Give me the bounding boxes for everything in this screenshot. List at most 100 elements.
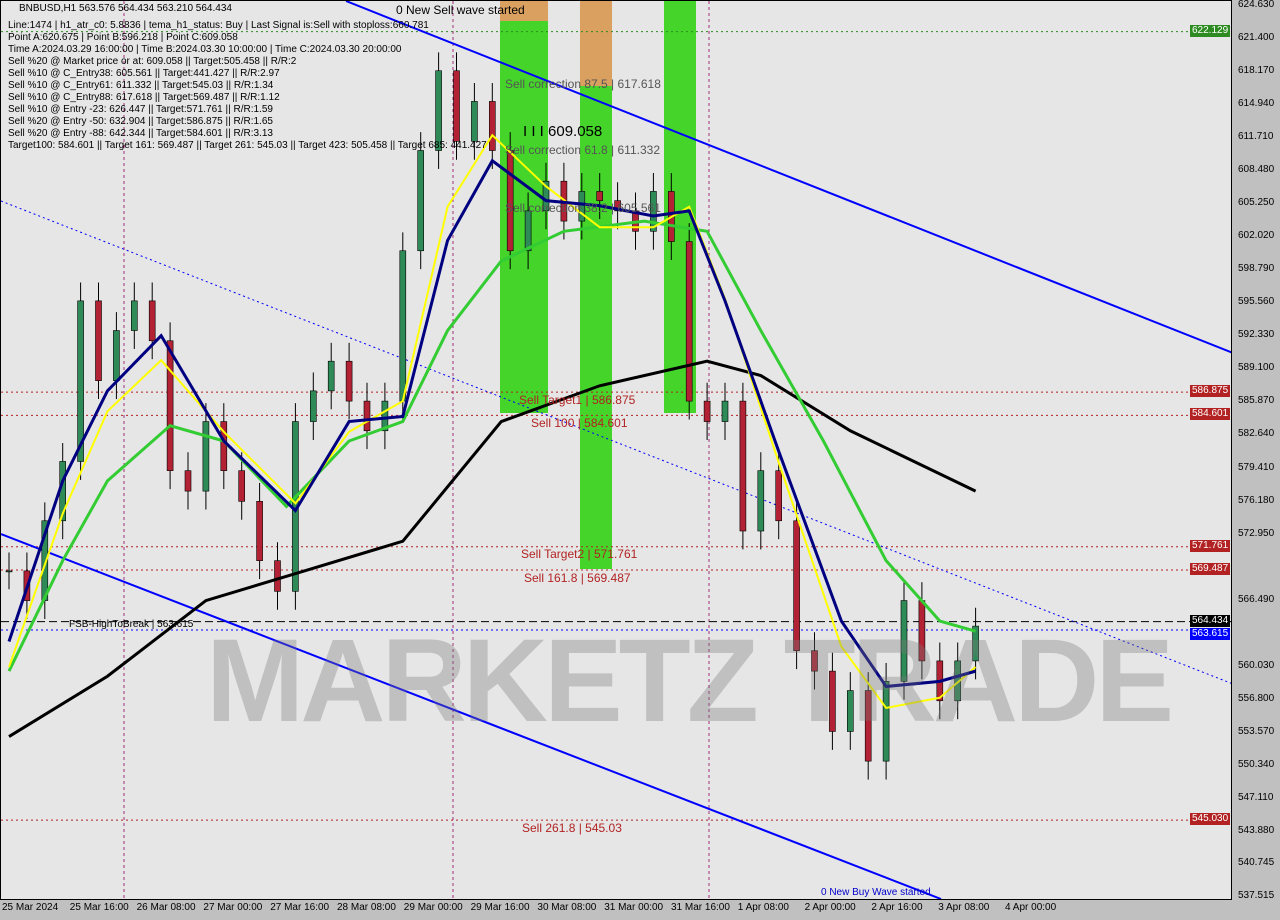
- candle: [238, 470, 245, 502]
- candle: [113, 330, 120, 381]
- y-tick-label: 582.640: [1238, 428, 1275, 440]
- correction-875-label: Sell correction 87.5 | 617.618: [505, 77, 661, 91]
- candle: [829, 670, 836, 732]
- candle: [363, 400, 371, 432]
- info-line: Line:1474 | h1_atr_c0: 5.8836 | tema_h1_…: [8, 20, 429, 31]
- info-line: Sell %10 @ C_Entry38: 605.561 || Target:…: [8, 68, 280, 79]
- candle: [399, 250, 407, 402]
- y-tick-label: 595.560: [1238, 296, 1275, 308]
- candle: [488, 101, 496, 151]
- x-tick-label: 4 Apr 00:00: [1005, 902, 1057, 913]
- candle: [381, 400, 389, 432]
- info-line: Sell %20 @ Entry -50: 632.904 || Target:…: [8, 116, 273, 127]
- price-level-tag: 622.129: [1190, 24, 1230, 37]
- y-tick-label: 547.110: [1238, 791, 1274, 803]
- y-tick-label: 576.180: [1238, 494, 1275, 506]
- upper-trendline: [345, 1, 1231, 354]
- price-level-tag: 564.434: [1190, 614, 1230, 627]
- chart-plot-area[interactable]: MARKETZ TRADE BNBUSD,H1 563.576 564.434 …: [0, 0, 1232, 900]
- candle: [327, 360, 335, 392]
- new-buy-wave-label: 0 New Buy Wave started: [821, 887, 931, 898]
- y-tick-label: 566.490: [1238, 593, 1275, 605]
- candle: [811, 650, 818, 672]
- sell-target2-label: Sell Target2 | 571.761: [521, 547, 638, 561]
- y-tick-label: 592.330: [1238, 329, 1275, 341]
- x-tick-label: 31 Mar 00:00: [604, 902, 664, 913]
- y-tick-label: 553.570: [1238, 725, 1275, 737]
- x-tick-label: 2 Apr 00:00: [804, 902, 856, 913]
- x-tick-label: 2 Apr 16:00: [871, 902, 923, 913]
- x-tick-label: 29 Mar 00:00: [403, 902, 463, 913]
- candle: [77, 300, 84, 462]
- x-tick-label: 27 Mar 00:00: [203, 902, 263, 913]
- candle: [166, 340, 174, 471]
- candle: [739, 400, 747, 532]
- candle: [345, 360, 353, 402]
- x-tick-label: 25 Mar 16:00: [69, 902, 129, 913]
- candle: [578, 191, 586, 222]
- y-tick-label: 585.870: [1238, 395, 1275, 407]
- y-tick-label: 556.800: [1238, 692, 1275, 704]
- y-tick-label: 589.100: [1238, 362, 1275, 374]
- symbol-ohlc: BNBUSD,H1 563.576 564.434 563.210 564.43…: [19, 3, 232, 14]
- y-tick-label: 537.515: [1238, 890, 1275, 901]
- x-tick-label: 25 Mar 2024: [2, 902, 59, 913]
- info-line: Point A:620.675 | Point B:596.218 | Poin…: [8, 32, 238, 43]
- price-chart: [1, 1, 1231, 899]
- candle: [775, 470, 783, 522]
- y-tick-label: 550.340: [1238, 758, 1275, 770]
- x-tick-label: 31 Mar 16:00: [671, 902, 730, 913]
- signal-band-top: [580, 1, 612, 86]
- info-line: Sell %10 @ Entry -23: 626.447 || Target:…: [8, 104, 273, 115]
- candle: [471, 101, 478, 142]
- candle: [435, 70, 442, 151]
- y-tick-label: 602.020: [1238, 230, 1275, 242]
- y-tick-label: 560.030: [1238, 659, 1275, 671]
- price-level-tag: 584.601: [1190, 408, 1230, 421]
- ma-yellow-line: [8, 133, 977, 710]
- candle: [256, 501, 263, 561]
- x-tick-label: 26 Mar 08:00: [136, 902, 196, 913]
- candle: [148, 300, 156, 342]
- y-tick-label: 598.790: [1238, 263, 1275, 275]
- info-line: Sell %20 @ Entry -88: 642.344 || Target:…: [8, 128, 273, 139]
- candle: [184, 470, 192, 492]
- info-line: Sell %10 @ C_Entry61: 611.332 || Target:…: [8, 80, 274, 91]
- fsb-high-to-break-label: FSB-HighToBreak | 563.615: [69, 619, 194, 630]
- candle: [972, 625, 979, 662]
- ma-navy-line: [7, 158, 977, 689]
- candle: [524, 210, 532, 252]
- x-tick-label: 1 Apr 08:00: [737, 902, 789, 913]
- candle: [95, 300, 102, 381]
- candle: [650, 191, 657, 232]
- candle: [900, 600, 908, 682]
- candle: [703, 400, 711, 422]
- price-level-tag: 586.875: [1190, 385, 1230, 398]
- point-c-label: I I I 609.058: [523, 123, 603, 140]
- x-tick-label: 29 Mar 16:00: [470, 902, 530, 913]
- watermark: MARKETZ TRADE: [206, 615, 1174, 747]
- new-sell-wave-label: 0 New Sell wave started: [396, 3, 525, 17]
- price-level-tag: 569.487: [1190, 563, 1230, 575]
- candle: [5, 570, 13, 573]
- sell-100-label: Sell 100 | 584.601: [531, 416, 628, 430]
- candle: [596, 191, 604, 201]
- y-tick-label: 543.880: [1238, 824, 1275, 836]
- ma-green-line: [7, 219, 977, 672]
- y-tick-label: 608.480: [1238, 164, 1275, 176]
- price-level-tag: 545.030: [1190, 813, 1230, 826]
- y-tick-label: 579.410: [1238, 461, 1275, 473]
- sell-2618-label: Sell 261.8 | 545.03: [522, 821, 622, 835]
- candle: [453, 70, 460, 142]
- info-line: Sell %20 @ Market price or at: 609.058 |…: [8, 56, 297, 67]
- candle: [882, 681, 890, 762]
- y-tick-label: 614.940: [1238, 98, 1275, 110]
- info-line: Sell %10 @ C_Entry88: 617.618 || Target:…: [8, 92, 280, 103]
- x-tick-label: 30 Mar 08:00: [537, 902, 597, 913]
- y-tick-label: 624.630: [1238, 0, 1275, 10]
- y-tick-label: 572.950: [1238, 527, 1275, 539]
- candle: [417, 150, 425, 252]
- x-tick-label: 3 Apr 08:00: [938, 902, 990, 913]
- candle: [793, 520, 800, 651]
- x-tick-label: 27 Mar 16:00: [270, 902, 330, 913]
